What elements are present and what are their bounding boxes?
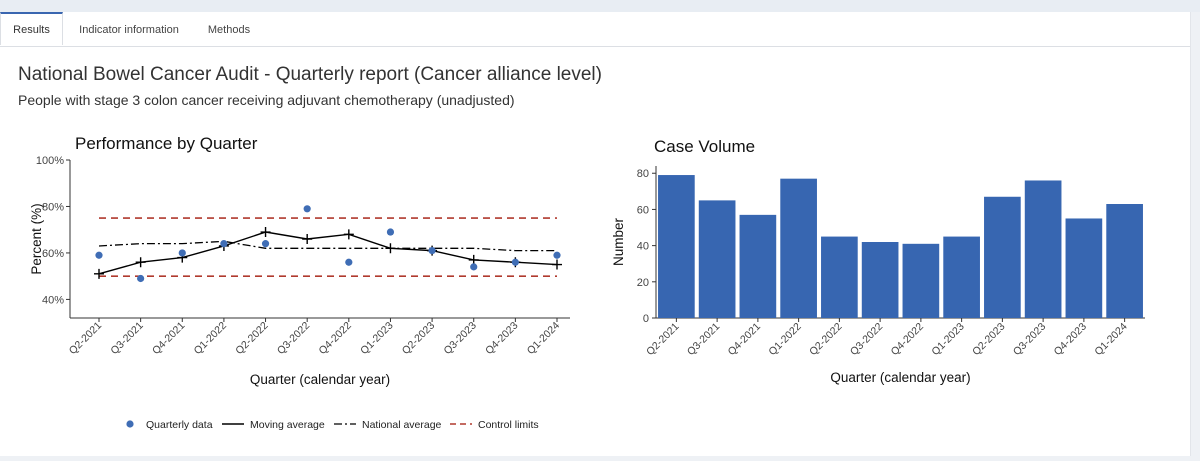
x-axis-title: Quarter (calendar year) [250,372,390,387]
bar [698,200,736,318]
y-tick-label: 80 [637,168,649,180]
quarterly-data-point [261,240,270,248]
y-tick-label: 100% [36,155,64,167]
quarterly-data-point [95,251,103,259]
x-tick-label: Q1-2022 [192,320,229,357]
bar [861,242,899,318]
y-tick-label: 80% [42,201,64,213]
quarterly-data-point [178,249,186,257]
legend-quarterly-key [126,420,134,428]
x-tick-label: Q3-2023 [1011,321,1048,358]
quarterly-data-point [137,274,145,283]
national-average-line [98,240,557,252]
bar [1024,180,1062,318]
y-tick-label: 20 [637,277,649,289]
quarterly-data-point [345,258,353,266]
y-tick-label: 0 [643,313,649,325]
x-tick-label: Q1-2024 [525,320,562,357]
x-tick-label: Q2-2023 [400,320,437,357]
bar [943,236,980,318]
bar [984,196,1021,318]
page-subtitle: People with stage 3 colon cancer receivi… [18,92,515,108]
top-strip [0,0,1200,12]
chart-title: Performance by Quarter [75,134,258,153]
x-tick-label: Q2-2021 [67,320,104,357]
x-tick-label: Q3-2021 [685,321,722,358]
quarterly-data-point [428,247,436,255]
x-tick-label: Q3-2022 [848,321,885,358]
x-tick-label: Q4-2023 [1052,321,1089,358]
x-tick-label: Q4-2021 [150,320,187,357]
page-title: National Bowel Cancer Audit - Quarterly … [18,64,602,85]
quarterly-data-point [386,228,395,236]
x-tick-label: Q4-2023 [483,320,520,357]
legend-control-label: Control limits [478,419,539,431]
y-tick-label: 40 [637,241,649,253]
x-tick-label: Q2-2023 [970,321,1007,358]
quarterly-data-point [303,205,311,213]
y-tick-label: 60 [637,204,649,216]
moving-average-marker [260,227,271,238]
moving-average-marker [135,257,146,268]
y-axis-title: Number [611,217,626,266]
x-tick-label: Q1-2023 [358,320,395,357]
x-tick-label: Q3-2022 [275,320,312,357]
x-tick-label: Q4-2022 [889,321,926,358]
legend-moving-label: Moving average [250,419,325,431]
bar [780,178,817,318]
bar [902,243,940,318]
bar [821,236,858,318]
legend-national-label: National average [362,419,442,431]
tab-results[interactable]: Results [0,12,63,45]
quarterly-data-point [553,251,561,259]
y-axis-title: Percent (%) [29,203,44,274]
bar [658,175,695,318]
moving-average-marker [552,259,562,270]
x-tick-label: Q3-2021 [108,320,145,357]
x-tick-label: Q2-2022 [233,320,270,357]
x-axis-title: Quarter (calendar year) [830,370,970,385]
quarterly-data-point [511,258,519,266]
quarterly-data-point [470,263,478,271]
chart-title: Case Volume [654,137,755,156]
bar [1065,218,1103,318]
legend-quarterly-label: Quarterly data [146,419,213,431]
tab-bar: Results Indicator information Methods [0,12,1190,47]
x-tick-label: Q1-2023 [929,321,966,358]
tab-methods[interactable]: Methods [207,24,251,36]
x-tick-label: Q1-2022 [766,321,803,358]
x-tick-label: Q4-2022 [317,320,354,357]
moving-average-marker [302,234,313,244]
x-tick-label: Q1-2024 [1092,321,1129,358]
x-tick-label: Q2-2022 [807,321,844,358]
y-tick-label: 60% [42,248,64,260]
performance-chart: Performance by Quarter 40% 60% 80% 100% Q2-20… [29,134,570,431]
x-tick-label: Q3-2023 [441,320,478,357]
x-tick-label: Q4-2021 [726,321,763,358]
quarterly-data-point [220,240,228,248]
bar [739,214,777,318]
bar [1106,204,1143,318]
y-tick-label: 40% [42,294,64,306]
moving-average-marker [94,268,104,279]
x-tick-label: Q2-2021 [644,321,681,358]
moving-average-marker [343,229,354,240]
moving-average-marker [468,254,479,265]
tab-indicator-information[interactable]: Indicator information [79,24,179,36]
moving-average-marker [385,243,396,254]
moving-average-line [98,231,558,275]
